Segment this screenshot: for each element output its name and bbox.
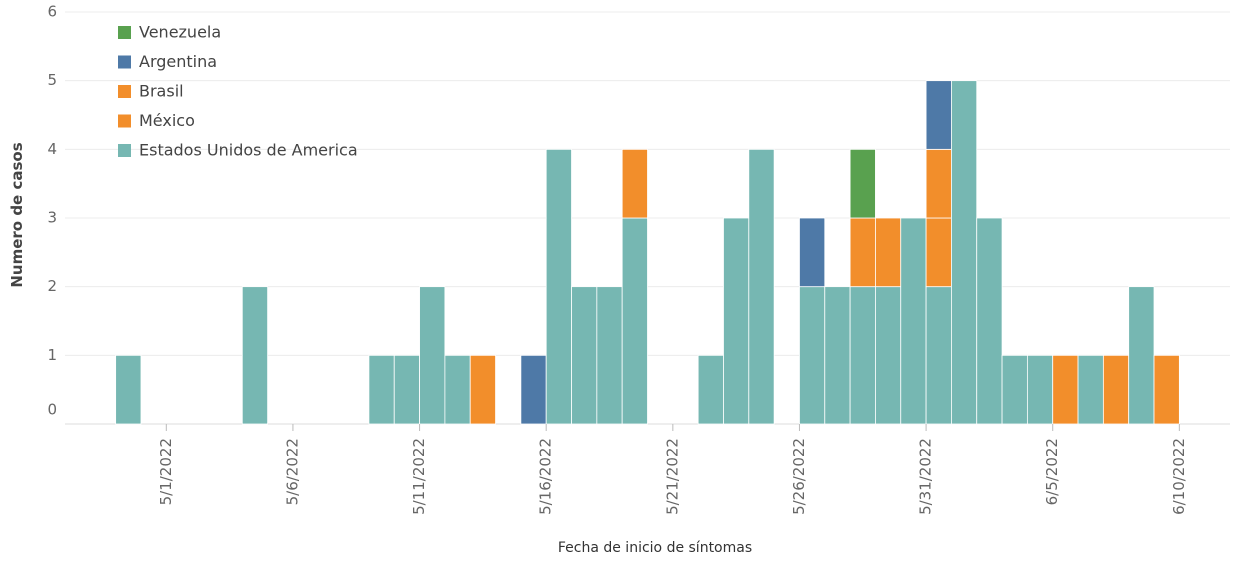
x-tick-label: 5/11/2022 [410,438,428,515]
legend-swatch [118,26,131,39]
bar-segment [419,286,446,425]
legend-swatch [118,114,131,128]
bar-segment [824,286,851,425]
y-tick-label: 6 [47,3,57,21]
bar-segment [697,354,724,425]
bar-segment [799,217,826,288]
bar-segment [723,217,750,425]
bar-segment [596,286,623,425]
x-tick-label: 5/1/2022 [157,438,175,505]
x-tick-label: 5/26/2022 [790,438,808,515]
y-tick-label: 3 [47,209,57,227]
y-tick-label: 0 [47,401,57,419]
x-tick-label: 5/16/2022 [537,438,555,515]
bar-segment [849,286,876,425]
bar-segment [1026,354,1054,425]
bar-segment [925,217,952,288]
bar-segment [875,217,902,288]
bar-segment [799,286,826,425]
bar-segment [849,217,876,288]
bar-segment [621,148,648,219]
legend-label: Estados Unidos de America [139,141,358,160]
bar-segment [925,148,952,219]
bar-segment [444,354,471,425]
x-tick-label: 5/21/2022 [663,438,681,515]
x-tick-label: 5/31/2022 [917,438,935,515]
legend-swatch [118,144,131,157]
bar-segment [976,217,1003,425]
bar-segment [545,148,572,425]
y-tick-label: 2 [47,277,57,295]
bar-segment [1102,354,1130,425]
x-tick-label: 5/6/2022 [283,438,301,505]
y-tick-label: 1 [47,346,57,364]
legend-swatch [118,55,131,69]
bar-segment [875,286,902,425]
bar-segment [1052,354,1079,425]
legend-label: México [139,111,195,130]
bar-segment [621,217,648,425]
bar-segment [925,286,952,425]
bar-segment [241,286,269,425]
legend-label: Venezuela [139,23,221,42]
bar-segment [368,354,395,425]
bar-segment [748,148,775,425]
bar-segment [469,354,496,425]
bar-segment [393,354,420,425]
bar-segment [925,80,952,150]
legend-label: Argentina [139,52,217,71]
bar-segment [900,217,927,425]
bar-segment [1128,286,1155,425]
bar-segment [520,354,547,425]
legend-label: Brasil [139,82,184,101]
bar-segment [951,80,978,425]
bar-segment [115,354,142,425]
x-axis-title: Fecha de inicio de síntomas [558,540,752,556]
legend-swatch [118,85,131,98]
x-tick-label: 6/10/2022 [1170,438,1188,515]
y-axis-title: Numero de casos [8,142,26,287]
bar-segment [1077,354,1104,425]
bar-segment [1153,354,1180,425]
y-tick-label: 4 [47,140,57,158]
bar-segment [1001,354,1028,425]
x-tick-label: 6/5/2022 [1043,438,1061,505]
y-tick-label: 5 [47,71,57,89]
bar-segment [849,148,876,219]
bar-segment [571,286,598,425]
